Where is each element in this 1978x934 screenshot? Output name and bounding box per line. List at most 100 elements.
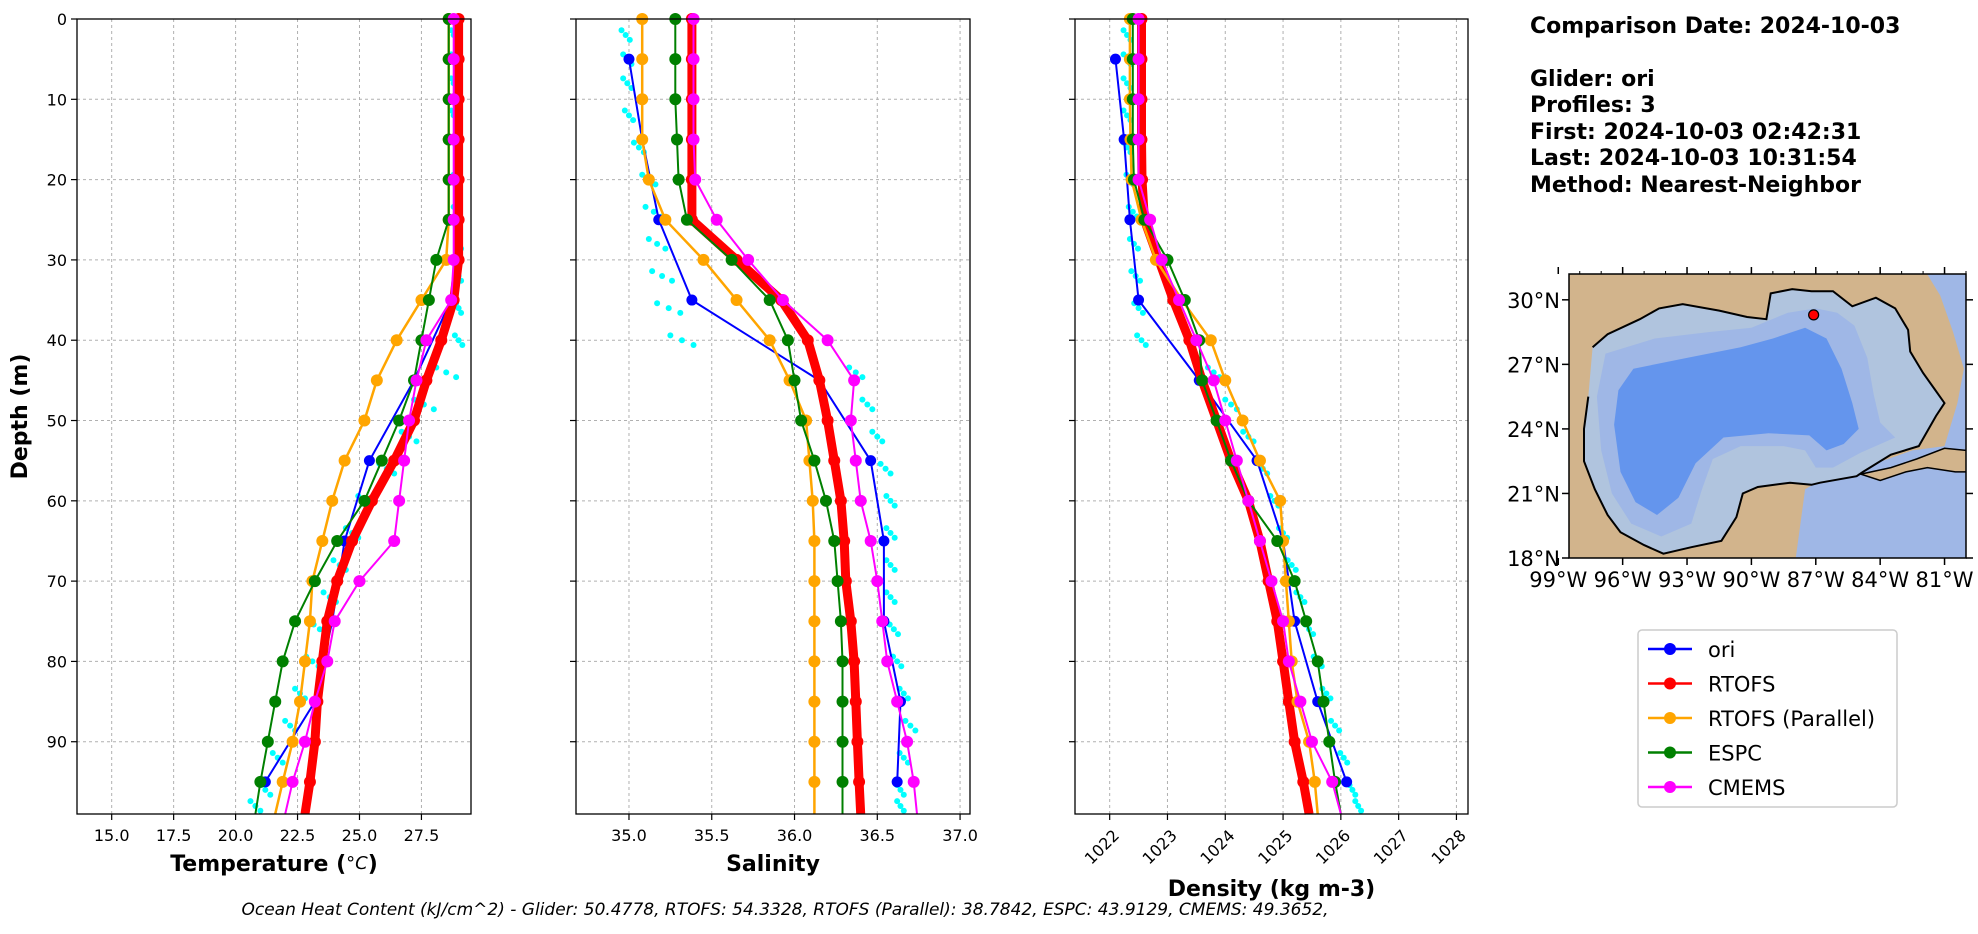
first-profile-time: First: 2024-10-03 02:42:31: [1530, 119, 1862, 145]
series-point: [358, 494, 371, 507]
series-point: [891, 695, 904, 708]
series-point: [303, 775, 316, 788]
glider-raw-point: [1124, 32, 1131, 39]
glider-raw-point: [891, 502, 898, 509]
series-point: [353, 575, 366, 588]
glider-raw-point: [267, 791, 274, 798]
y-tick-label: 90: [47, 733, 67, 752]
glider-raw-point: [898, 663, 905, 670]
y-tick-label: 10: [47, 90, 67, 109]
series-point: [1297, 775, 1310, 788]
glider-raw-point: [1120, 75, 1127, 82]
series-point: [1132, 53, 1145, 66]
series-point: [1282, 695, 1295, 708]
panel-3: 1022 1023 1024 1025 1026 1027 1028 Density (kg …: [1069, 13, 1470, 902]
comparison-date: Comparison Date: 2024-10-03: [1530, 14, 1901, 39]
x-tick-label: 1023: [1139, 826, 1181, 868]
series-point: [1271, 534, 1284, 547]
glider-raw-point: [890, 626, 897, 633]
glider-raw-points: [618, 27, 919, 814]
glider-raw-point: [459, 342, 466, 349]
glider-raw-point: [625, 112, 632, 119]
series-point: [1124, 214, 1136, 226]
series-point: [328, 615, 341, 628]
series-point: [808, 695, 821, 708]
series-point: [636, 93, 649, 106]
interp-method: Method: Nearest-Neighbor: [1530, 172, 1861, 198]
series-point: [697, 253, 710, 266]
series-point: [1190, 334, 1203, 347]
legend-item: CMEMS: [1648, 776, 1786, 800]
series-point: [303, 615, 316, 628]
glider-raw-point: [887, 562, 894, 569]
series-point: [828, 454, 841, 467]
glider-raw-point: [1139, 309, 1146, 316]
x-tick-label: 1028: [1428, 826, 1470, 868]
glider-raw-point: [621, 107, 628, 114]
series-point: [388, 454, 401, 467]
series-point: [1132, 133, 1145, 146]
series-point: [1219, 414, 1232, 427]
series-point: [363, 455, 375, 467]
series-point: [808, 454, 821, 467]
series-point: [689, 173, 702, 186]
glider-raw-point: [330, 557, 337, 564]
series-point: [1308, 775, 1321, 788]
series-point: [659, 213, 672, 226]
glider-raw-point: [455, 305, 462, 312]
series-point: [286, 735, 299, 748]
series-point: [808, 615, 821, 628]
glider-raw-point: [897, 786, 904, 793]
series-point: [289, 615, 302, 628]
y-tick-label: 30: [47, 251, 67, 270]
series-point: [326, 494, 339, 507]
series-point: [393, 414, 406, 427]
series-point: [1219, 374, 1232, 387]
y-tick-label: 70: [47, 572, 67, 591]
legend-item: RTOFS: [1648, 673, 1775, 697]
series-point: [298, 655, 311, 668]
glider-raw-point: [1210, 369, 1217, 376]
series-point: [781, 334, 794, 347]
lat-tick-label: 30°N: [1507, 289, 1560, 313]
series-point: [763, 334, 776, 347]
series-point: [1323, 735, 1336, 748]
glider-raw-point: [1310, 631, 1317, 638]
series-point: [316, 534, 329, 547]
series-point: [393, 494, 406, 507]
glider-raw-point: [635, 144, 642, 151]
series-point: [669, 93, 682, 106]
series-line: [640, 19, 816, 814]
glider-raw-point: [622, 32, 629, 39]
glider-raw-point: [665, 305, 672, 312]
glider-raw-point: [1240, 428, 1247, 435]
legend-item: RTOFS (Parallel): [1648, 707, 1875, 731]
atlantic-water: [1795, 274, 1966, 558]
glider-raw-point: [630, 139, 637, 146]
series-point: [1274, 494, 1287, 507]
glider-raw-point: [667, 332, 674, 339]
series-point: [286, 775, 299, 788]
ohc-footer: Ocean Heat Content (kJ/cm^2) - Glider: 5…: [241, 900, 1329, 920]
glider-raw-point: [292, 685, 299, 692]
series-point: [375, 454, 388, 467]
x-tick-label: 22.5: [280, 826, 316, 845]
glider-raw-point: [900, 807, 907, 814]
glider-raw-point: [1134, 245, 1141, 252]
series-point: [839, 575, 852, 588]
lat-tick-label: 24°N: [1507, 418, 1560, 442]
series-point: [763, 294, 776, 307]
legend-item: ESPC: [1648, 742, 1762, 766]
glider-raw-point: [1134, 332, 1141, 339]
series-point: [435, 334, 448, 347]
glider-raw-point: [247, 798, 254, 805]
series-point: [276, 775, 289, 788]
series-point: [390, 334, 403, 347]
glider-raw-point: [451, 332, 458, 339]
series-point: [445, 294, 458, 307]
series-point: [806, 494, 819, 507]
series-point: [901, 735, 914, 748]
glider-raw-point: [1222, 396, 1229, 403]
glider-name: Glider: ori: [1530, 66, 1655, 92]
series-point: [1173, 294, 1186, 307]
